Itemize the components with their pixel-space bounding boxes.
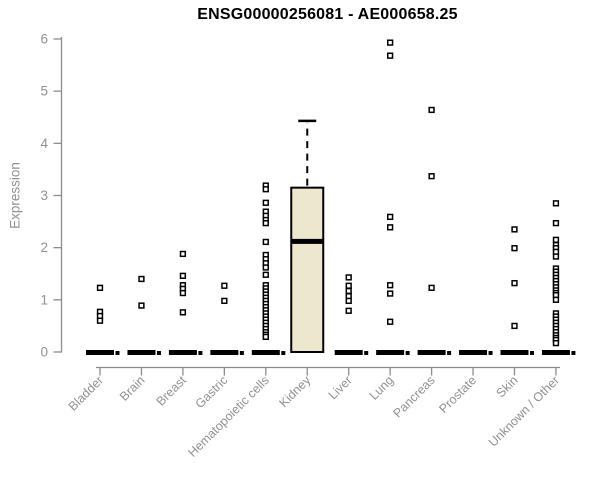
category-label-unknown-other: Unknown / Other: [486, 373, 562, 449]
category-label-liver: Liver: [326, 373, 355, 402]
outlier-point-lung: [387, 52, 394, 59]
outlier-point-skin: [511, 226, 518, 233]
outlier-point-breast: [179, 272, 187, 279]
zero-box-tail-skin: [530, 351, 534, 355]
outlier-point-brain: [138, 275, 145, 283]
category-label-hematopoietic-cells: Hematopoietic cells: [185, 373, 272, 460]
outlier-point-liver: [345, 274, 352, 281]
outlier-point-unknown-other: [552, 253, 560, 260]
category-label-bladder: Bladder: [66, 373, 106, 413]
zero-box-tail-lung: [405, 351, 410, 355]
category-label-lung: Lung: [367, 373, 397, 403]
zero-box-tail-gastric: [239, 351, 244, 355]
y-tick-label: 2: [40, 240, 48, 255]
y-tick-label: 1: [40, 292, 48, 307]
median-line-kidney: [291, 238, 324, 244]
y-tick-label: 3: [40, 188, 48, 203]
outlier-point-unknown-other: [552, 200, 560, 207]
outlier-point-breast: [179, 309, 187, 316]
zero-box-tail-unknown-other: [571, 351, 576, 355]
outlier-point-liver: [345, 297, 352, 305]
category-label-skin: Skin: [494, 373, 521, 400]
outlier-point-hematopoietic-cells: [262, 186, 269, 193]
zero-box-hematopoietic-cells: [251, 350, 280, 355]
zero-box-unknown-other: [541, 350, 570, 355]
outlier-point-breast: [179, 250, 187, 258]
outlier-point-pancreas: [428, 284, 435, 291]
outlier-point-bladder: [96, 317, 104, 324]
zero-box-skin: [500, 350, 529, 355]
outlier-point-skin: [511, 322, 518, 330]
zero-box-tail-liver: [364, 351, 369, 355]
outlier-point-liver: [345, 282, 352, 289]
outlier-point-gastric: [221, 282, 228, 289]
outlier-point-liver: [345, 287, 352, 295]
outlier-point-gastric: [221, 297, 228, 305]
zero-box-bladder: [86, 350, 114, 355]
zero-box-tail-brain: [156, 351, 161, 355]
zero-box-brain: [127, 350, 156, 355]
zero-box-liver: [334, 350, 363, 355]
outlier-point-lung: [387, 282, 394, 289]
y-tick-label: 4: [40, 136, 48, 151]
category-label-gastric: Gastric: [193, 373, 231, 411]
outlier-point-hematopoietic-cells: [262, 333, 269, 341]
outlier-point-lung: [387, 224, 394, 231]
outlier-point-hematopoietic-cells: [262, 199, 269, 206]
outlier-point-unknown-other: [552, 339, 560, 347]
zero-box-pancreas: [417, 350, 446, 355]
y-tick-label: 5: [40, 84, 48, 99]
outlier-point-pancreas: [428, 106, 435, 114]
outlier-point-breast: [179, 289, 187, 297]
y-tick-label: 6: [40, 31, 48, 46]
category-label-pancreas: Pancreas: [390, 373, 437, 420]
category-label-prostate: Prostate: [436, 373, 479, 416]
outlier-point-hematopoietic-cells: [262, 271, 269, 278]
outlier-point-unknown-other: [552, 296, 560, 303]
outlier-point-skin: [511, 279, 518, 287]
outlier-point-pancreas: [428, 173, 435, 180]
zero-box-tail-prostate: [488, 351, 493, 355]
outlier-point-lung: [387, 39, 394, 46]
chart-title: ENSG00000256081 - AE000658.25: [197, 6, 458, 23]
outlier-point-brain: [138, 302, 145, 309]
zero-box-tail-breast: [198, 351, 203, 355]
zero-box-lung: [376, 350, 405, 355]
outlier-point-hematopoietic-cells: [262, 264, 269, 271]
box-kidney: [290, 186, 325, 353]
zero-box-tail-pancreas: [447, 351, 452, 355]
outlier-point-unknown-other: [552, 236, 560, 243]
zero-box-tail-hematopoietic-cells: [281, 351, 286, 355]
outlier-point-hematopoietic-cells: [262, 238, 269, 246]
zero-box-breast: [168, 350, 197, 355]
outlier-point-skin: [511, 245, 518, 252]
outlier-point-lung: [387, 318, 394, 325]
outlier-point-lung: [387, 290, 394, 297]
category-label-breast: Breast: [154, 373, 190, 409]
zero-box-tail-bladder: [115, 351, 120, 355]
zero-box-prostate: [459, 350, 488, 355]
outlier-point-lung: [387, 213, 394, 221]
outlier-point-hematopoietic-cells: [262, 219, 269, 227]
outlier-point-unknown-other: [552, 219, 560, 227]
zero-box-gastric: [210, 350, 239, 355]
outlier-point-bladder: [96, 284, 104, 291]
category-label-kidney: Kidney: [276, 373, 313, 410]
y-tick-label: 0: [40, 345, 48, 360]
category-label-brain: Brain: [117, 373, 148, 404]
outlier-point-liver: [345, 307, 352, 314]
